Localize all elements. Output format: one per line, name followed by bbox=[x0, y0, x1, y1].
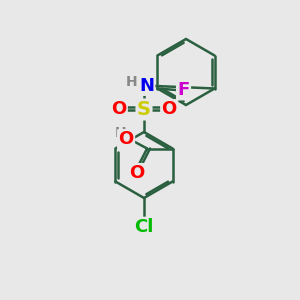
Text: H: H bbox=[114, 126, 126, 140]
Text: O: O bbox=[130, 164, 145, 182]
Text: Cl: Cl bbox=[134, 218, 154, 236]
Text: N: N bbox=[139, 76, 154, 94]
Text: O: O bbox=[118, 130, 134, 148]
Text: H: H bbox=[126, 75, 137, 89]
Text: O: O bbox=[162, 100, 177, 118]
Text: O: O bbox=[111, 100, 126, 118]
Text: S: S bbox=[137, 100, 151, 119]
Text: F: F bbox=[177, 81, 190, 99]
